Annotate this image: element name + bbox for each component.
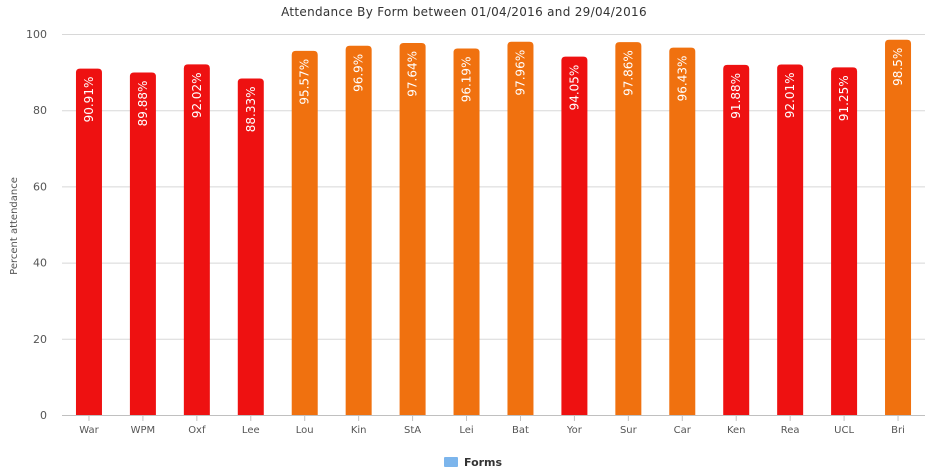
x-tick-label-yor: Yor (566, 425, 583, 436)
y-tick-label: 40 (33, 257, 47, 270)
data-label-sta: 97.64% (406, 51, 420, 97)
bar-yor[interactable] (561, 56, 588, 416)
bar-ken[interactable] (723, 64, 750, 416)
bar-car[interactable] (669, 47, 696, 416)
y-tick-label: 60 (33, 180, 47, 193)
x-tick-label-car: Car (674, 425, 692, 436)
y-axis-label: Percent attendance (9, 177, 20, 275)
x-tick-label-lou: Lou (296, 425, 314, 436)
x-tick-label-sur: Sur (620, 425, 638, 436)
x-tick-label-ucl: UCL (834, 425, 854, 436)
bar-rea[interactable] (777, 64, 804, 416)
data-label-ken: 91.88% (729, 73, 743, 119)
x-tick-label-lei: Lei (459, 425, 473, 436)
bar-series (75, 39, 912, 416)
legend-swatch-forms[interactable] (444, 457, 458, 467)
data-label-oxf: 92.02% (190, 72, 204, 118)
data-label-lou: 95.57% (298, 59, 312, 105)
x-axis-ticks: War WPM Oxf Lee Lou Kin StA Lei Bat Yor Sur Car Ken R… (79, 415, 905, 436)
x-tick-label-oxf: Oxf (188, 425, 206, 436)
data-label-car: 96.43% (675, 56, 689, 102)
x-tick-label-rea: Rea (781, 425, 800, 436)
data-label-ucl: 91.25% (837, 75, 851, 121)
y-tick-label: 100 (26, 28, 47, 41)
data-label-rea: 92.01% (783, 72, 797, 118)
y-axis-ticks: 0 20 40 60 80 100 (26, 28, 47, 422)
legend-label-forms[interactable]: Forms (464, 456, 503, 468)
data-label-wpm: 89.88% (136, 81, 150, 127)
bar-sta[interactable] (399, 42, 426, 415)
x-tick-label-bat: Bat (512, 425, 529, 436)
bar-oxf[interactable] (183, 64, 210, 415)
bar-ucl[interactable] (831, 67, 858, 416)
y-tick-label: 80 (33, 104, 47, 117)
bar-bri[interactable] (885, 39, 912, 416)
bar-lei[interactable] (453, 48, 480, 415)
data-label-bat: 97.96% (513, 50, 527, 96)
bar-lee[interactable] (237, 78, 264, 415)
data-label-sur: 97.86% (621, 50, 635, 96)
bar-bat[interactable] (507, 41, 534, 415)
chart-title: Attendance By Form between 01/04/2016 an… (281, 5, 647, 19)
bar-kin[interactable] (345, 45, 372, 415)
data-labels: 90.91% 89.88% 92.02% 88.33% 95.57% 96.9% 97.64… (82, 48, 905, 133)
bar-wpm[interactable] (129, 72, 156, 416)
x-tick-label-bri: Bri (891, 425, 905, 436)
x-tick-label-sta: StA (404, 425, 421, 436)
bar-lou[interactable] (291, 50, 318, 416)
data-label-yor: 94.05% (567, 65, 581, 111)
data-label-kin: 96.9% (352, 54, 366, 92)
x-tick-label-lee: Lee (242, 425, 260, 436)
x-tick-label-ken: Ken (727, 425, 746, 436)
data-label-war: 90.91% (82, 77, 96, 123)
x-tick-label-wpm: WPM (131, 425, 156, 436)
data-label-lee: 88.33% (244, 86, 258, 132)
y-tick-label: 0 (40, 409, 47, 422)
legend[interactable]: Forms (444, 456, 503, 468)
bar-sur[interactable] (615, 42, 642, 415)
y-tick-label: 20 (33, 333, 47, 346)
x-tick-label-kin: Kin (351, 425, 367, 436)
bar-war[interactable] (75, 68, 102, 415)
data-label-lei: 96.19% (460, 57, 474, 103)
data-label-bri: 98.5% (891, 48, 905, 86)
x-tick-label-war: War (79, 425, 99, 436)
